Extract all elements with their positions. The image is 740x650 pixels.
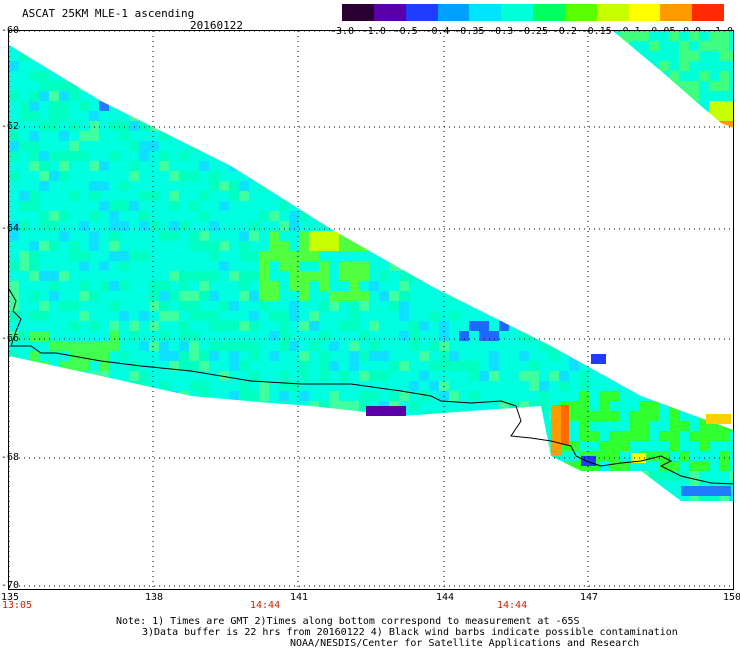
swath-data-cells-ne	[613, 31, 733, 129]
latitude-label: -70	[1, 580, 20, 591]
colorbar-segment	[692, 4, 725, 21]
product-title: ASCAT 25KM MLE-1 ascending	[22, 7, 195, 20]
latitude-label: -60	[1, 25, 20, 36]
latitude-label: -66	[1, 333, 20, 344]
colorbar-segment	[469, 4, 502, 21]
graticule	[9, 31, 733, 589]
colorbar-tick-label: -0.5	[393, 26, 418, 37]
colorbar-tick-label: -0.15	[581, 26, 612, 37]
longitude-label: 150	[723, 592, 740, 603]
longitude-label: 135	[1, 592, 20, 603]
longitude-label: 144	[436, 592, 455, 603]
colorbar-tick-label: -3.0	[329, 26, 355, 37]
time-label-start: 13:05	[2, 600, 33, 611]
anomaly-patch	[706, 414, 731, 424]
colorbar-segment	[405, 4, 438, 21]
colorbar-segment	[437, 4, 470, 21]
coastline	[9, 288, 733, 485]
anomaly-patch	[561, 405, 569, 445]
map-panel	[8, 30, 734, 590]
longitude-label: 147	[580, 592, 599, 603]
latitude-label: -64	[1, 223, 20, 234]
anomaly-patch	[551, 405, 561, 455]
latitude-label: -68	[1, 452, 20, 463]
latitude-label: -62	[1, 121, 20, 132]
time-label-right: 14:44	[497, 600, 528, 611]
colorbar-segment	[628, 4, 661, 21]
swath-data-cells	[9, 45, 733, 501]
anomaly-patch	[591, 354, 606, 364]
note-line-1: Note: 1) Times are GMT 2)Times along bot…	[116, 616, 580, 627]
colorbar-segment	[533, 4, 566, 21]
colorbar-segment	[564, 4, 598, 21]
wind-field-map	[9, 31, 733, 589]
longitude-label: 138	[145, 592, 164, 603]
colorbar-segment	[501, 4, 534, 21]
anomaly-patch	[631, 453, 646, 463]
colorbar-tick-label: -0.25	[517, 26, 549, 37]
note-line-3: NOAA/NESDIS/Center for Satellite Applica…	[290, 638, 640, 649]
colorbar-segment	[660, 4, 693, 21]
note-line-2: 3)Data buffer is 22 hrs from 20160122 4)…	[142, 627, 678, 638]
colorbar-segment	[342, 4, 375, 21]
colorbar-tick-label: -0.3	[489, 26, 514, 37]
colorbar-segment	[373, 4, 407, 21]
product-date: 20160122	[190, 19, 243, 32]
time-label-mid: 14:44	[250, 600, 281, 611]
colorbar-segment	[596, 4, 629, 21]
anomaly-patch	[681, 486, 731, 496]
colorbar-tick-label: -0.4	[425, 26, 450, 37]
longitude-label: 141	[290, 592, 309, 603]
colorbar-tick-label: -1.0	[361, 26, 386, 37]
anomaly-patch	[366, 406, 406, 416]
